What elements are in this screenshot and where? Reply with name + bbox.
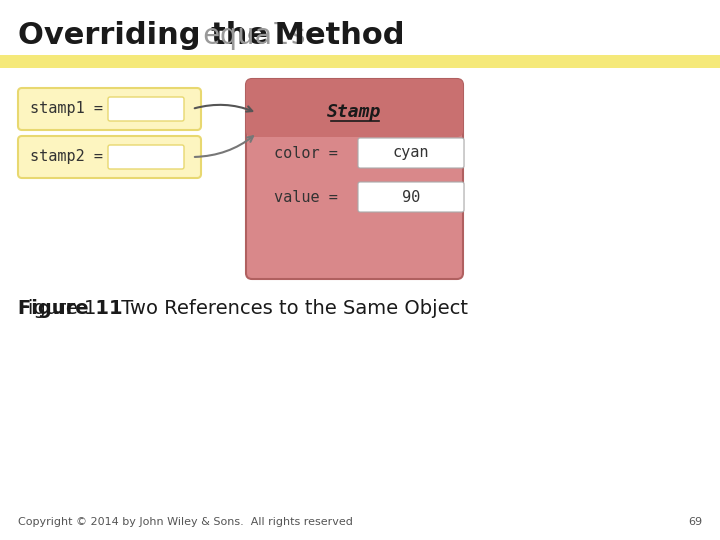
Text: Stamp: Stamp [328, 103, 382, 121]
Text: stamp2 =: stamp2 = [30, 150, 103, 165]
Text: stamp1 =: stamp1 = [30, 102, 103, 117]
Text: color =: color = [274, 145, 338, 160]
Text: value =: value = [274, 190, 338, 205]
FancyBboxPatch shape [358, 138, 464, 168]
FancyBboxPatch shape [108, 97, 184, 121]
Text: cyan: cyan [392, 145, 429, 160]
FancyBboxPatch shape [246, 79, 463, 279]
Text: Copyright © 2014 by John Wiley & Sons.  All rights reserved: Copyright © 2014 by John Wiley & Sons. A… [18, 517, 353, 527]
FancyBboxPatch shape [0, 55, 720, 68]
FancyBboxPatch shape [358, 182, 464, 212]
Text: Figure 11  Two References to the Same Object: Figure 11 Two References to the Same Obj… [18, 299, 468, 318]
Text: 69: 69 [688, 517, 702, 527]
Text: Overriding the: Overriding the [18, 22, 279, 51]
Text: 90: 90 [402, 190, 420, 205]
Text: Method: Method [264, 22, 404, 51]
FancyBboxPatch shape [18, 136, 201, 178]
FancyBboxPatch shape [108, 145, 184, 169]
Text: Figure 11: Figure 11 [18, 299, 122, 318]
FancyBboxPatch shape [253, 121, 456, 133]
FancyBboxPatch shape [18, 88, 201, 130]
Text: equals: equals [202, 22, 307, 50]
FancyBboxPatch shape [246, 79, 463, 137]
